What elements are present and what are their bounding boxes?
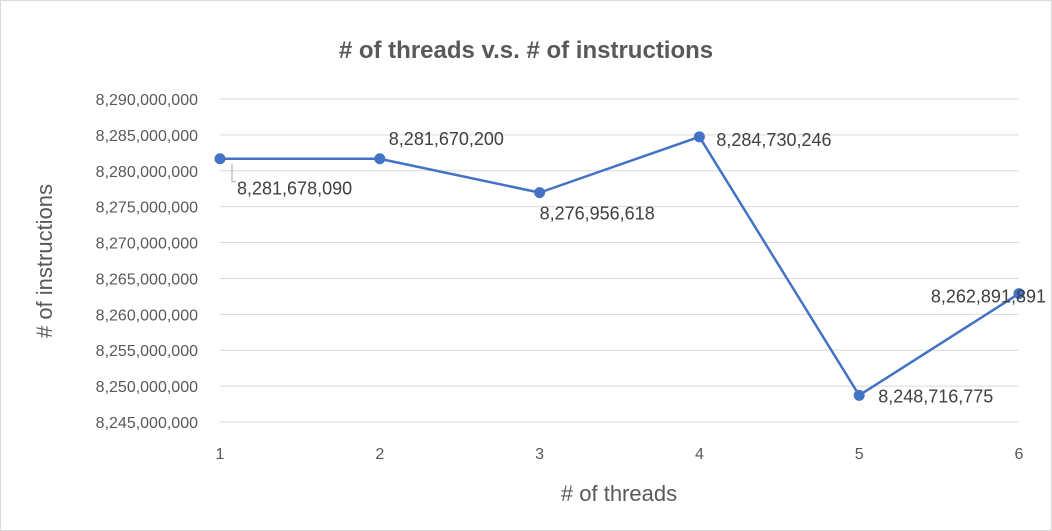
x-axis-label: # of threads	[561, 481, 677, 506]
data-labels: 8,281,678,090 8,281,670,200 8,276,956,618 8…	[231, 129, 1046, 406]
x-tick-label: 4	[695, 446, 704, 463]
y-tick-label: 8,275,000,000	[96, 200, 198, 217]
y-tick-label: 8,270,000,000	[96, 236, 198, 253]
x-tick-label: 2	[375, 446, 384, 463]
data-point	[853, 389, 865, 401]
data-point	[374, 153, 386, 165]
series-line	[219, 135, 1020, 397]
y-axis-label: # of instructions	[32, 184, 57, 338]
series	[214, 131, 1025, 401]
data-point	[534, 187, 546, 199]
chart-title: # of threads v.s. # of instructions	[339, 37, 713, 64]
y-tick-label: 8,285,000,000	[96, 128, 198, 145]
gridlines	[220, 98, 1019, 423]
data-label: 8,262,891,891	[931, 287, 1046, 307]
y-tick-label: 8,245,000,000	[96, 415, 198, 432]
data-label: 8,276,956,618	[540, 204, 655, 224]
data-label: 8,284,730,246	[716, 130, 831, 150]
y-tick-label: 8,250,000,000	[96, 379, 198, 396]
data-point	[214, 153, 226, 165]
y-tick-label: 8,255,000,000	[96, 343, 198, 360]
x-tick-label: 3	[535, 446, 544, 463]
x-tick-label: 6	[1015, 446, 1024, 463]
x-axis-ticks: 1 2 3 4 5 6	[216, 446, 1024, 463]
data-label: 8,248,716,775	[878, 386, 993, 406]
y-tick-label: 8,265,000,000	[96, 271, 198, 288]
y-tick-label: 8,290,000,000	[96, 92, 198, 109]
data-point	[1013, 288, 1025, 300]
x-tick-label: 1	[216, 446, 225, 463]
data-point	[693, 131, 705, 143]
data-label: 8,281,670,200	[389, 129, 504, 149]
y-tick-label: 8,260,000,000	[96, 307, 198, 324]
label-leader-line	[231, 163, 236, 183]
x-tick-label: 5	[855, 446, 864, 463]
y-axis-ticks: 8,245,000,000 8,250,000,000 8,255,000,000 8…	[96, 92, 198, 432]
y-tick-label: 8,280,000,000	[96, 164, 198, 181]
data-label: 8,281,678,090	[237, 179, 352, 199]
